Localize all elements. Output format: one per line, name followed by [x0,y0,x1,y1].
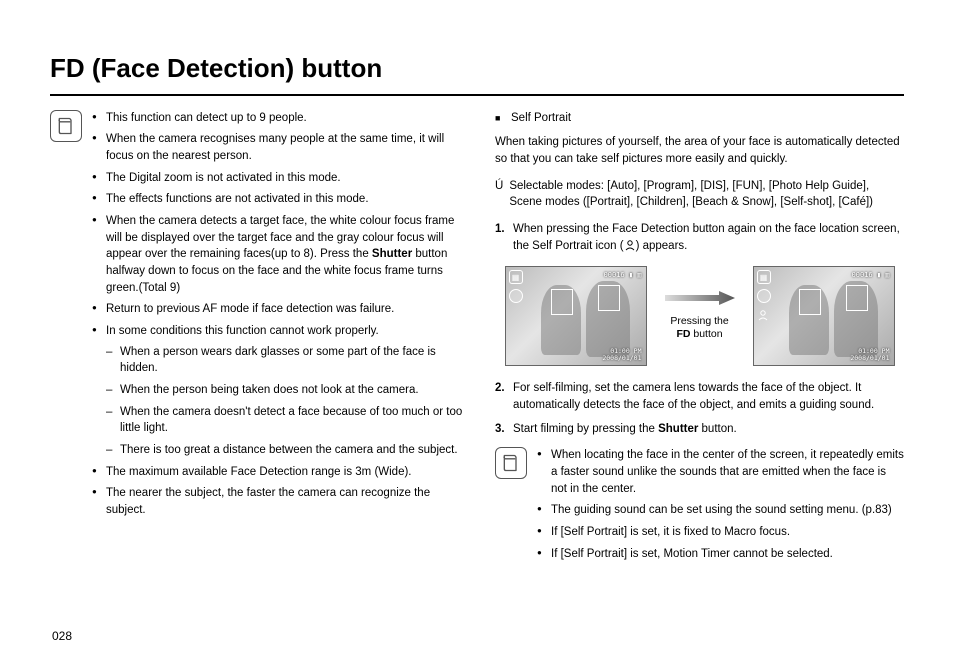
note-item: The Digital zoom is not activated in thi… [92,170,465,187]
mode-icon: ▦ [509,270,523,284]
content-columns: This function can detect up to 9 people.… [50,110,904,568]
page-title: FD (Face Detection) button [50,50,904,96]
step-2: 2.For self-filming, set the camera lens … [495,380,904,413]
selectable-modes: Ú Selectable modes: [Auto], [Program], [… [495,178,904,211]
note-sub-item: There is too great a distance between th… [106,442,465,459]
note-sub-item: When a person wears dark glasses or some… [106,344,465,377]
camera-preview-row: ▦ 00016 ▮ ▥ 01:00 PM2008/01/01 Pressing … [495,266,904,366]
note-icon [495,447,527,479]
note-item: When locating the face in the center of … [537,447,904,497]
note-item: The maximum available Face Detection ran… [92,464,465,481]
left-column: This function can detect up to 9 people.… [50,110,465,568]
steps-list-cont: 2.For self-filming, set the camera lens … [495,380,904,437]
page-number: 028 [52,628,72,645]
step-1: 1.When pressing the Face Detection butto… [495,221,904,254]
asterisk-mark: Ú [495,178,503,211]
fd-icon [757,289,771,303]
right-column: Self Portrait When taking pictures of yo… [495,110,904,568]
note-item: The nearer the subject, the faster the c… [92,485,465,518]
mode-icon: ▦ [757,270,771,284]
note-sub-item: When the camera doesn't detect a face be… [106,404,465,437]
note-item: When the camera detects a target face, t… [92,213,465,296]
note-block: This function can detect up to 9 people.… [50,110,465,524]
note-sub-item: When the person being taken does not loo… [106,382,465,399]
camera-screen-before: ▦ 00016 ▮ ▥ 01:00 PM2008/01/01 [505,266,647,366]
self-portrait-icon [757,309,769,321]
steps-list: 1.When pressing the Face Detection butto… [495,221,904,254]
modes-label: Selectable modes: [509,180,607,192]
fd-icon [509,289,523,303]
note-icon [50,110,82,142]
bottom-note-block: When locating the face in the center of … [495,447,904,567]
note-item: Return to previous AF mode if face detec… [92,301,465,318]
note-item: In some conditions this function cannot … [92,323,465,459]
self-portrait-heading: Self Portrait [495,110,904,127]
step-3: 3.Start filming by pressing the Shutter … [495,421,904,438]
left-note-list: This function can detect up to 9 people.… [92,110,465,524]
arrow-label-fd: FD [676,328,690,340]
note-item: If [Self Portrait] is set, it is fixed t… [537,524,904,541]
self-portrait-intro: When taking pictures of yourself, the ar… [495,134,904,167]
bottom-note-list: When locating the face in the center of … [537,447,904,567]
note-item: This function can detect up to 9 people. [92,110,465,127]
note-item: The effects functions are not activated … [92,191,465,208]
note-item: The guiding sound can be set using the s… [537,502,904,519]
arrow-label-line1: Pressing the [670,315,728,327]
arrow-block: Pressing the FD button [655,291,745,342]
note-item: When the camera recognises many people a… [92,131,465,164]
arrow-label-line2-rest: button [690,328,722,340]
camera-screen-after: ▦ 00016 ▮ ▥ 01:00 PM2008/01/01 [753,266,895,366]
note-item: If [Self Portrait] is set, Motion Timer … [537,546,904,563]
